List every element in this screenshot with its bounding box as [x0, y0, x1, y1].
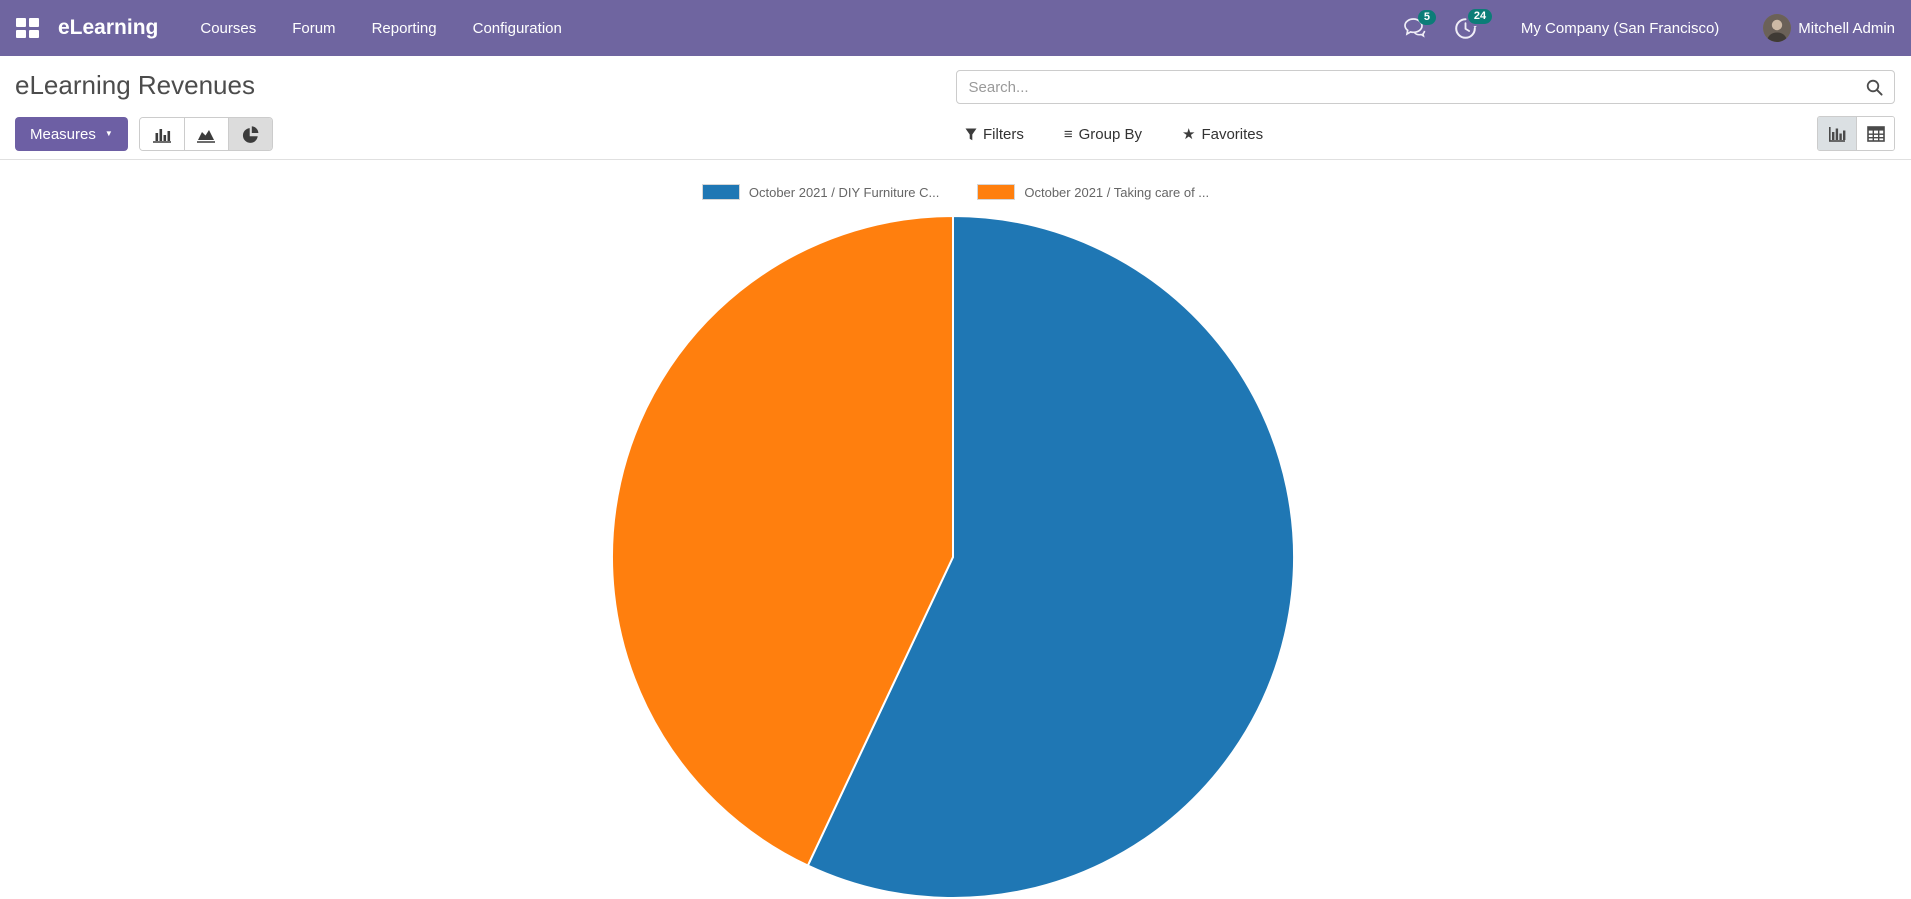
pie-chart — [610, 214, 1295, 898]
search-input[interactable] — [956, 71, 1855, 103]
apps-icon-square — [16, 18, 26, 27]
activity-clock-icon — [1455, 17, 1477, 39]
apps-icon-square — [29, 18, 39, 27]
control-panel: eLearning Revenues Measures ▼ — [0, 56, 1911, 160]
caret-down-icon: ▼ — [104, 129, 113, 138]
menu-courses[interactable]: Courses — [200, 19, 257, 37]
bar-chart-icon — [152, 128, 171, 143]
user-menu[interactable]: Mitchell Admin — [1763, 14, 1895, 42]
systray: 5 24 My Company (San Francisco) Mitchell… — [1378, 8, 1895, 42]
activities-badge: 24 — [1467, 8, 1493, 24]
legend-swatch-blue — [701, 184, 740, 200]
view-switcher — [1817, 116, 1895, 151]
pie-chart-button[interactable] — [227, 118, 272, 150]
bar-chart-button[interactable] — [139, 118, 184, 150]
favorites-button[interactable]: ★ Favorites — [1181, 125, 1264, 144]
company-switcher[interactable]: My Company (San Francisco) — [1520, 19, 1720, 37]
pivot-view-button[interactable] — [1856, 117, 1894, 150]
chart-legend: October 2021 / DIY Furniture C... Octobe… — [0, 184, 1911, 200]
menu-forum[interactable]: Forum — [292, 19, 336, 37]
messages-button[interactable]: 5 — [1404, 9, 1437, 39]
menu-reporting[interactable]: Reporting — [371, 19, 437, 37]
legend-item-diy-furniture[interactable]: October 2021 / DIY Furniture C... — [701, 184, 940, 200]
pivot-grid-icon — [1866, 125, 1885, 142]
filters-label: Filters — [983, 125, 1024, 143]
filter-funnel-icon — [965, 128, 977, 140]
chat-bubbles-icon — [1404, 17, 1426, 38]
search-box — [955, 70, 1895, 104]
chart-type-switcher — [138, 117, 273, 151]
user-name: Mitchell Admin — [1798, 19, 1895, 37]
group-by-button[interactable]: ≡ Group By — [1064, 126, 1142, 143]
avatar — [1763, 14, 1792, 42]
search-filter-buttons: Filters ≡ Group By ★ Favorites — [965, 114, 1263, 154]
legend-item-taking-care[interactable]: October 2021 / Taking care of ... — [977, 184, 1209, 200]
search-button[interactable] — [1855, 79, 1894, 96]
page-title: eLearning Revenues — [15, 70, 255, 100]
group-by-label: Group By — [1078, 125, 1142, 143]
pie-slice-1[interactable] — [610, 214, 954, 867]
favorites-label: Favorites — [1201, 125, 1264, 143]
control-panel-buttons: Measures ▼ — [15, 114, 1895, 154]
legend-label: October 2021 / DIY Furniture C... — [748, 184, 940, 200]
app-brand[interactable]: eLearning — [58, 16, 159, 39]
apps-icon-square — [16, 29, 26, 38]
search-icon — [1866, 79, 1883, 96]
pie-chart-icon — [242, 125, 259, 143]
top-navbar: eLearning Courses Forum Reporting Config… — [0, 0, 1911, 56]
legend-label: October 2021 / Taking care of ... — [1024, 184, 1210, 200]
graph-view-content: October 2021 / DIY Furniture C... Octobe… — [0, 160, 1911, 898]
legend-swatch-orange — [977, 184, 1016, 200]
menu-configuration[interactable]: Configuration — [472, 19, 562, 37]
group-by-bars-icon: ≡ — [1063, 125, 1073, 143]
apps-icon-square — [29, 29, 39, 38]
filters-button[interactable]: Filters — [965, 126, 1024, 143]
graph-view-button[interactable] — [1818, 117, 1856, 150]
graph-view-icon — [1828, 127, 1846, 142]
measures-button[interactable]: Measures ▼ — [15, 117, 128, 151]
line-chart-button[interactable] — [183, 118, 228, 150]
activities-button[interactable]: 24 — [1454, 8, 1493, 40]
main-menus: Courses Forum Reporting Configuration — [182, 0, 579, 56]
measures-label: Measures — [30, 125, 96, 143]
pie-slice-0[interactable] — [806, 214, 1295, 898]
area-chart-icon — [197, 129, 216, 143]
favorites-star-icon: ★ — [1181, 126, 1196, 143]
messages-badge: 5 — [1417, 9, 1437, 25]
apps-menu-icon[interactable] — [16, 18, 39, 38]
